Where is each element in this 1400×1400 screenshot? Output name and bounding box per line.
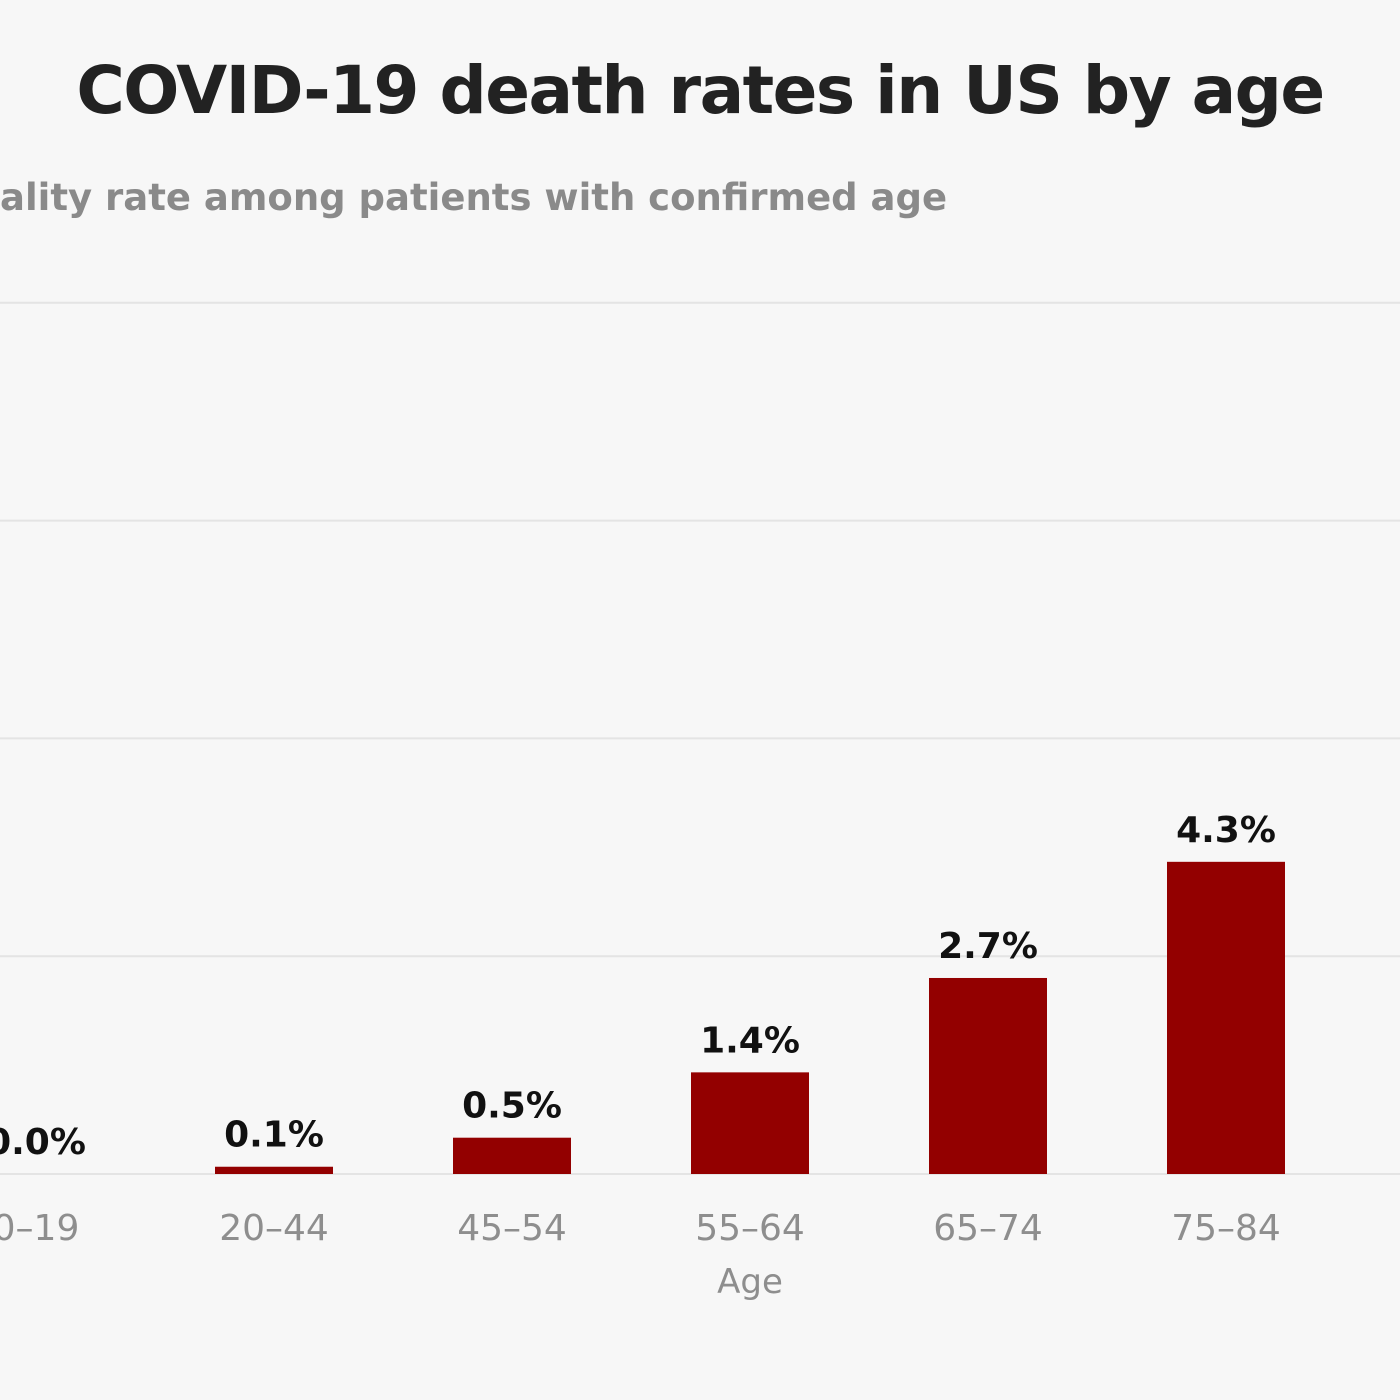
x-axis-title: Age xyxy=(717,1262,783,1302)
bar-1 xyxy=(215,1166,333,1174)
chart-title: COVID-19 death rates in US by age xyxy=(76,52,1325,129)
bar-2 xyxy=(453,1137,571,1174)
x-tick-label-5: 75–84 xyxy=(1171,1208,1281,1249)
x-tick-label-1: 20–44 xyxy=(219,1208,329,1249)
x-tick-label-4: 65–74 xyxy=(933,1208,1043,1249)
bar-5 xyxy=(1167,861,1285,1174)
x-tick-label-0: 0–19 xyxy=(0,1208,79,1249)
value-label-4: 2.7% xyxy=(938,926,1038,967)
chart-subtitle: ality rate among patients with confirmed… xyxy=(0,176,948,219)
x-tick-labels: 0–19 20–44 45–54 55–64 65–74 75–84 xyxy=(0,1208,1281,1249)
value-label-2: 0.5% xyxy=(462,1086,562,1127)
bar-3 xyxy=(691,1072,809,1174)
bars xyxy=(215,861,1285,1174)
value-label-3: 1.4% xyxy=(700,1020,800,1061)
bar-4 xyxy=(929,977,1047,1174)
value-label-5: 4.3% xyxy=(1176,810,1276,851)
value-label-0: 0.0% xyxy=(0,1122,86,1163)
value-label-1: 0.1% xyxy=(224,1115,324,1156)
x-tick-label-3: 55–64 xyxy=(695,1208,805,1249)
x-tick-label-2: 45–54 xyxy=(457,1208,567,1249)
value-labels: 0.0% 0.1% 0.5% 1.4% 2.7% 4.3% xyxy=(0,810,1276,1163)
